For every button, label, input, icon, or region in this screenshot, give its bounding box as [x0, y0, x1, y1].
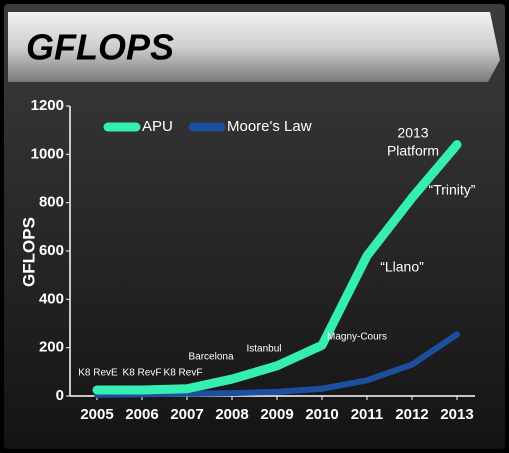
annotation: K8 RevE: [78, 368, 118, 379]
y-tick-label: 1200: [31, 97, 64, 114]
series-line: [94, 331, 460, 398]
panel: [4, 4, 505, 449]
annotation: Magny-Cours: [327, 332, 387, 343]
legend-label: APU: [142, 118, 173, 135]
y-tick-label: 0: [56, 387, 64, 404]
x-tick-label: 2005: [80, 406, 113, 423]
annotation: “Trinity”: [429, 182, 476, 198]
annotation: “Llano”: [380, 259, 424, 275]
y-tick-label: 200: [39, 339, 64, 356]
chart-title: GFLOPS: [26, 27, 174, 68]
x-tick-label: 2011: [351, 406, 384, 423]
series-line: [92, 140, 462, 395]
y-tick-label: 1000: [31, 145, 64, 162]
y-tick-label: 600: [39, 242, 64, 259]
x-tick-label: 2012: [395, 406, 428, 423]
annotation: 2013: [397, 125, 428, 141]
x-tick-label: 2007: [170, 406, 203, 423]
x-tick-label: 2008: [215, 406, 248, 423]
annotation: Barcelona: [188, 352, 233, 363]
y-tick-label: 400: [39, 290, 64, 307]
annotation: K8 RevF: [123, 368, 162, 379]
x-tick-label: 2009: [260, 406, 293, 423]
annotation: K8 RevF: [164, 368, 203, 379]
x-tick-label: 2006: [125, 406, 158, 423]
x-tick-label: 2010: [305, 406, 338, 423]
annotation: Platform: [387, 143, 439, 159]
x-tick-label: 2013: [440, 406, 473, 423]
y-tick-label: 800: [39, 194, 64, 211]
legend-label: Moore's Law: [227, 118, 312, 135]
y-axis-label: GFLOPS: [19, 217, 38, 287]
title-band: [8, 12, 500, 82]
annotation: Istanbul: [246, 344, 281, 355]
